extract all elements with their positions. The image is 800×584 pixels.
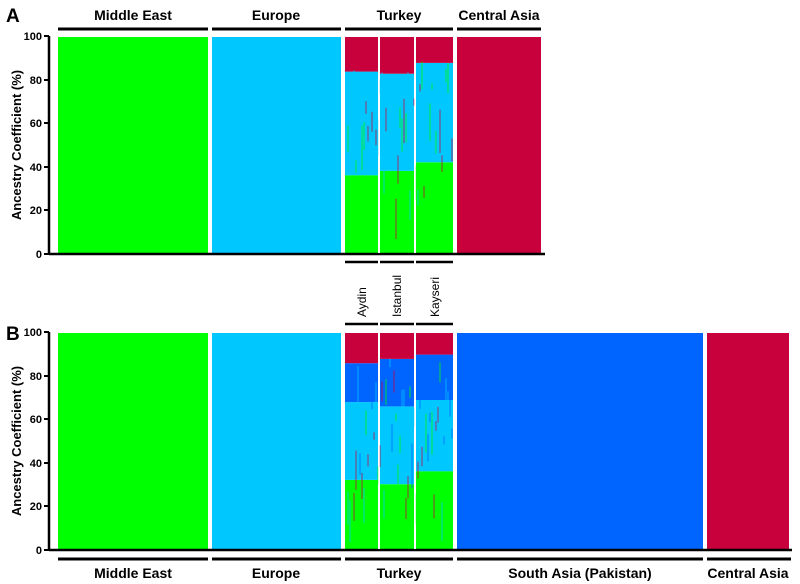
panel-a-y-axis: 0 20 40 60 80 100 Ancestry Coefficient (… — [9, 31, 545, 261]
turkey-sample-striations-b — [345, 358, 453, 543]
bar-europe-b — [212, 333, 341, 549]
y-tick-label-b-20: 20 — [30, 501, 42, 513]
region-label-south-asia-b: South Asia (Pakistan) — [508, 565, 651, 581]
y-axis-label-b: Ancestry Coefficient (%) — [9, 366, 24, 516]
y-tick-label-b-60: 60 — [30, 414, 42, 426]
bar-istanbul-b-middle-east — [380, 484, 414, 549]
y-tick-label-b-0: 0 — [36, 545, 42, 557]
region-label-turkey: Turkey — [377, 7, 422, 23]
bar-kayseri-a-central-asia — [416, 37, 453, 63]
bar-aydin-b-europe — [345, 402, 378, 480]
region-label-turkey-b: Turkey — [377, 565, 422, 581]
y-ticks-a: 0 20 40 60 80 100 — [24, 31, 49, 261]
bar-istanbul-a-middle-east — [380, 170, 414, 253]
panel-b-bars — [58, 333, 789, 549]
panel-b-region-footers: Middle East Europe Turkey South Asia (Pa… — [58, 557, 791, 581]
panel-b-letter: B — [6, 324, 20, 345]
bar-kayseri-b-central-asia — [416, 333, 453, 355]
panel-a-letter: A — [6, 6, 20, 27]
region-label-central-asia-b: Central Asia — [707, 565, 788, 581]
region-label-central-asia: Central Asia — [458, 7, 539, 23]
y-axis-label-a: Ancestry Coefficient (%) — [9, 70, 24, 220]
city-label-aydin: Aydin — [355, 287, 369, 317]
region-label-europe-b: Europe — [252, 565, 300, 581]
bar-istanbul-b-central-asia — [380, 333, 414, 359]
bar-kayseri-b-south-asia — [416, 354, 453, 400]
region-label-europe: Europe — [252, 7, 300, 23]
y-tick-label-a-60: 60 — [30, 118, 42, 130]
y-tick-label-a-80: 80 — [30, 75, 42, 87]
bar-south-asia-b — [457, 333, 703, 549]
turkey-samples-b — [345, 333, 453, 549]
bar-istanbul-a-europe — [380, 73, 414, 171]
panel-b-y-axis: 0 20 40 60 80 100 Ancestry Coefficient (… — [9, 327, 792, 557]
y-tick-label-a-40: 40 — [30, 162, 42, 174]
bar-aydin-a-central-asia — [345, 37, 378, 72]
panel-a-bars — [58, 37, 541, 253]
bar-kayseri-a-middle-east — [416, 162, 453, 253]
turkey-subgroup-labels: Aydin Istanbul Kayseri — [345, 260, 453, 326]
bar-middle-east-b — [58, 333, 208, 549]
bar-istanbul-b-europe — [380, 406, 414, 485]
turkey-samples-a — [345, 37, 453, 253]
turkey-sample-striations-a — [345, 61, 453, 246]
y-tick-label-b-40: 40 — [30, 458, 42, 470]
region-label-middle-east: Middle East — [94, 7, 172, 23]
y-tick-label-b-80: 80 — [30, 371, 42, 383]
bar-aydin-b-south-asia — [345, 363, 378, 403]
city-label-kayseri: Kayseri — [428, 277, 442, 317]
panel-a-region-headers: Middle East Europe Turkey Central Asia — [58, 7, 541, 31]
region-label-middle-east-b: Middle East — [94, 565, 172, 581]
bar-europe-a — [212, 37, 341, 253]
bar-aydin-b-central-asia — [345, 333, 378, 364]
city-label-istanbul: Istanbul — [390, 275, 404, 317]
y-ticks-b: 0 20 40 60 80 100 — [24, 327, 49, 557]
y-tick-label-a-0: 0 — [36, 249, 42, 261]
panel-a: A Middle East Europe Turkey Central Asia — [6, 6, 545, 261]
y-tick-label-a-20: 20 — [30, 205, 42, 217]
bar-central-asia-b — [707, 333, 789, 549]
bar-istanbul-a-central-asia — [380, 37, 414, 74]
y-tick-label-b-100: 100 — [24, 327, 42, 339]
bar-central-asia-a — [457, 37, 541, 253]
panel-b: B — [6, 324, 792, 581]
bar-middle-east-a — [58, 37, 208, 253]
bar-istanbul-b-south-asia — [380, 358, 414, 407]
y-tick-label-a-100: 100 — [24, 31, 42, 43]
